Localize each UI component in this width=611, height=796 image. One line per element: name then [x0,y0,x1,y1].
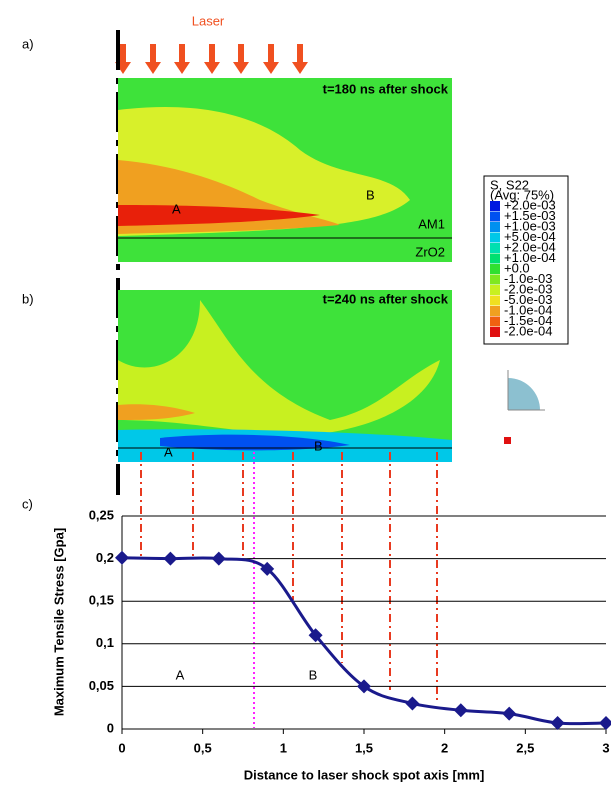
panel-label: c) [22,496,33,511]
legend-label: +5.0e-04 [504,229,556,244]
panel-label: b) [22,291,34,306]
legend-swatch [490,306,500,316]
x-tick-label: 1 [280,740,287,755]
y-tick-label: 0,15 [89,593,114,608]
layer-label: ZrO2 [415,244,445,259]
y-axis-title: Maximum Tensile Stress [Gpa] [51,528,66,716]
x-tick-label: 1,5 [355,740,373,755]
layer-label: AM1 [418,216,445,231]
marker [308,628,323,643]
legend-swatch [490,232,500,243]
legend-swatch [490,222,500,232]
x-axis-title: Distance to laser shock spot axis [mm] [244,767,485,782]
marker [211,551,226,566]
marker [599,716,611,731]
laser-arrows [115,44,308,74]
y-tick-label: 0,25 [89,507,114,522]
time-label: t=240 ns after shock [323,291,449,306]
marker [260,561,275,576]
panel-label: a) [22,36,34,51]
line [121,556,607,726]
region-label: A [172,201,181,216]
y-tick-label: 0,05 [89,678,114,693]
contour-b: t=240 ns after shock A B [118,290,452,462]
laser-label: Laser [192,13,225,28]
marker [163,551,178,566]
legend-swatch [490,211,500,222]
time-label: t=180 ns after shock [323,81,449,96]
x-tick-label: 0,5 [194,740,212,755]
legend-label: +1.0e-03 [504,218,556,233]
legend-swatch [490,327,500,337]
y-tick-label: 0,2 [96,550,114,565]
legend-swatch [490,295,500,306]
legend-label: +2.0e-03 [504,197,556,212]
legend-label: +1.5e-03 [504,208,556,223]
x-tick-label: 2,5 [516,740,534,755]
region-label: B [314,438,323,453]
legend-swatch [490,253,500,264]
marker [115,550,129,565]
y-tick-label: 0 [107,720,114,735]
marker [550,716,565,731]
legend-swatch [490,201,500,211]
x-tick-label: 0 [118,740,125,755]
region-label: B [366,187,375,202]
y-tick-label: 0,1 [96,635,114,650]
legend-label: -1.0e-03 [504,271,552,286]
contour-a: t=180 ns after shock A B AM1 ZrO2 [118,78,452,262]
legend-title: S, S22 [490,177,529,192]
legend-swatch [490,285,500,295]
legend-subtitle: (Avg: 75%) [490,187,554,202]
axis-triad [504,370,545,444]
legend-label: -1.0e-04 [504,302,552,317]
legend-swatch [490,243,500,253]
legend-label: -2.0e-03 [504,281,552,296]
legend-label: +1.0e-04 [504,250,556,265]
legend-swatch [490,316,500,327]
region-label: B [309,667,318,682]
legend-label: +0.0 [504,260,530,275]
legend-label: -5.0e-03 [504,292,552,307]
legend-swatch [490,274,500,285]
marker [453,703,468,718]
projection-lines [140,452,438,700]
marker [405,696,420,711]
legend-label: +2.0e-04 [504,239,556,254]
legend-swatch [490,264,500,274]
region-label: A [176,667,185,682]
legend-label: -1.5e-04 [504,313,552,328]
marker [502,706,517,721]
region-label: A [164,444,173,459]
x-tick-label: 3 [602,740,609,755]
marker [357,679,371,694]
legend-label: -2.0e-04 [504,323,552,338]
x-tick-label: 2 [441,740,448,755]
